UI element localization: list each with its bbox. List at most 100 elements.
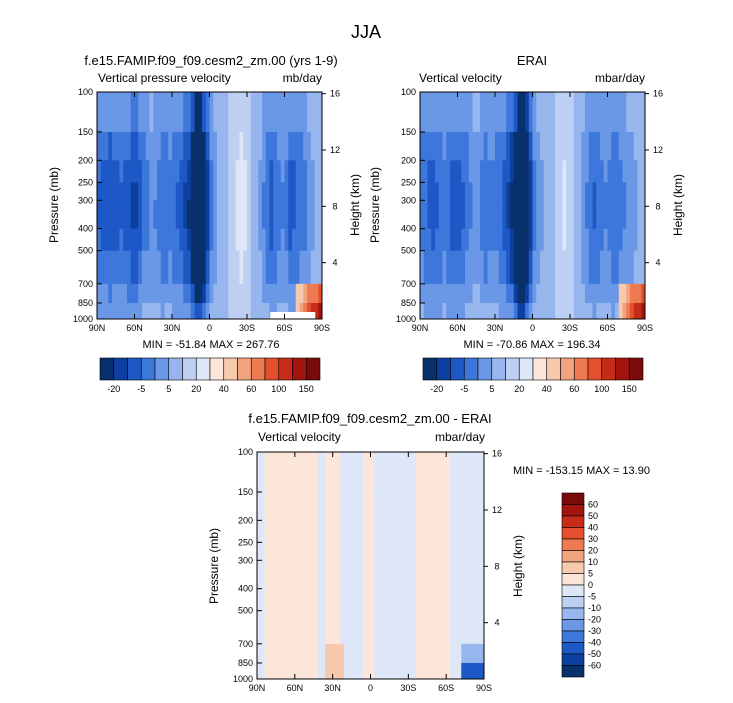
heatmap-cell (536, 160, 541, 183)
heatmap-cell (265, 302, 270, 320)
heatmap-cell (389, 560, 394, 590)
heatmap-cell (513, 200, 518, 230)
heatmap-cell (431, 250, 436, 285)
colorbar-label: 150 (299, 384, 314, 394)
heatmap-cell (396, 662, 402, 680)
heatmap-cell (622, 182, 627, 201)
heatmap-cell (420, 160, 425, 183)
heatmap-cell (513, 92, 518, 133)
heatmap-cell (491, 131, 496, 161)
heatmap-cell (423, 228, 428, 252)
heatmap-cell (288, 92, 293, 133)
heatmap-cell (269, 250, 274, 285)
colorbar-swatch (561, 492, 585, 505)
heatmap-cell (622, 200, 627, 230)
heatmap-cell (291, 643, 296, 664)
heatmap-cell (145, 92, 150, 133)
heatmap-cell (347, 491, 352, 521)
heatmap-cell (247, 302, 252, 320)
heatmap-cell (506, 182, 511, 201)
heatmap-cell (438, 182, 443, 201)
heatmap-cell (254, 182, 259, 201)
heatmap-cell (264, 610, 269, 645)
heatmap-cell (540, 250, 545, 285)
heatmap-cell (596, 200, 601, 230)
heatmap-cell (298, 452, 303, 493)
heatmap-cell (420, 92, 425, 133)
heatmap-cell (641, 160, 646, 183)
heatmap-cell (104, 200, 109, 230)
heatmap-cell (450, 283, 455, 304)
heatmap-cell (558, 283, 563, 304)
heatmap-cell (332, 560, 337, 590)
heatmap-cell (306, 491, 311, 521)
heatmap-cell (536, 131, 541, 161)
heatmap-cell (351, 643, 356, 664)
heatmap-cell (239, 182, 244, 201)
heatmap-cell (431, 131, 436, 161)
heatmap-cell (366, 588, 371, 612)
heatmap-cell (302, 452, 307, 493)
heatmap-cell (633, 200, 638, 230)
heatmap-cell (461, 200, 466, 230)
heatmap-cell (153, 182, 158, 201)
heatmap-cell (438, 250, 443, 285)
heatmap-cell (309, 610, 315, 645)
colorbar-label: 30 (588, 534, 598, 544)
heatmap-cell (145, 228, 150, 252)
heatmap-cell (164, 182, 169, 201)
heatmap-cell (468, 131, 473, 161)
heatmap-cell (618, 92, 623, 133)
heatmap-cell (224, 200, 229, 230)
heatmap-cell (573, 200, 578, 230)
heatmap-cell (254, 92, 259, 133)
heatmap-cell (292, 200, 297, 230)
heatmap-cell (250, 200, 255, 230)
heatmap-cell (442, 200, 447, 230)
heatmap-cell (543, 131, 548, 161)
colorbar-swatch (601, 357, 616, 381)
heatmap-cell (288, 200, 293, 230)
heatmap-cell (419, 588, 424, 612)
colorbar-swatch (477, 357, 493, 381)
heatmap-cell (355, 560, 360, 590)
heatmap-cell (374, 610, 379, 645)
heatmap-cell (453, 662, 458, 680)
heatmap-cell (457, 131, 462, 161)
heatmap-cell (558, 302, 563, 320)
heatmap-cell (472, 160, 477, 183)
heatmap-cell (450, 200, 455, 230)
heatmap-cell (202, 182, 207, 201)
heatmap-cell (243, 250, 248, 285)
heatmap-cell (321, 520, 326, 543)
heatmap-cell (172, 302, 177, 320)
heatmap-cell (366, 491, 371, 521)
x-tick-label: 30N (487, 323, 504, 333)
heatmap-cell (307, 92, 312, 133)
heatmap-cell (540, 200, 545, 230)
colorbar-swatch (264, 357, 280, 381)
heatmap-cell (198, 200, 203, 230)
heatmap-cell (400, 560, 405, 590)
heatmap-cell (476, 283, 481, 304)
heatmap-cell (130, 200, 135, 230)
heatmap-cell (325, 588, 330, 612)
heatmap-cell (570, 160, 575, 183)
heatmap-cell (287, 560, 292, 590)
heatmap-cell (427, 588, 432, 612)
heatmap-cell (187, 250, 192, 285)
heatmap-cell (438, 542, 443, 561)
heatmap-cell (260, 643, 265, 664)
heatmap-cell (299, 182, 304, 201)
x-tick-label: 30S (400, 683, 416, 693)
heatmap-cell (157, 160, 162, 183)
heatmap-cell (313, 452, 318, 493)
heatmap-cell (318, 302, 323, 320)
heatmap-cell (465, 452, 470, 493)
heatmap-cell (228, 160, 233, 183)
heatmap-cell (284, 283, 289, 304)
heatmap-cell (600, 302, 605, 320)
heatmap-cell (318, 92, 323, 133)
heatmap-cell (295, 131, 300, 161)
heatmap-cell (434, 588, 439, 612)
